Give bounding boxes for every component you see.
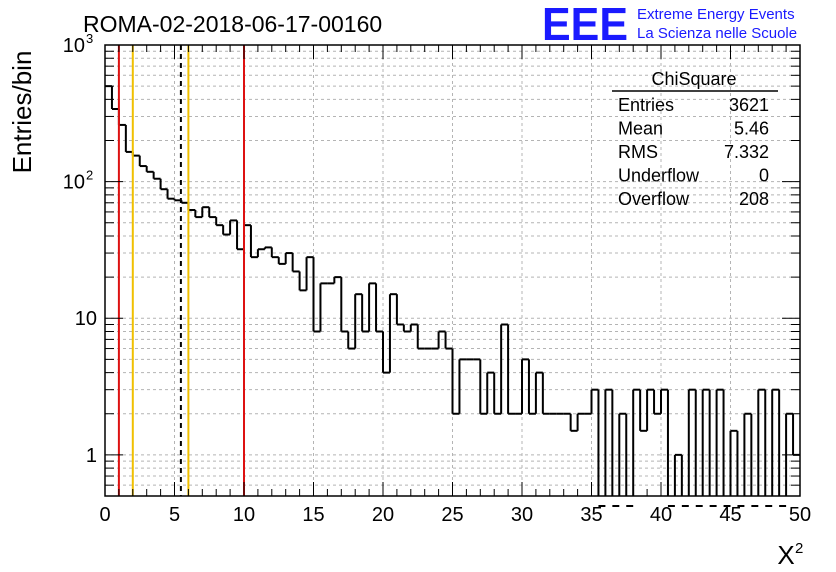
grid-lines	[105, 45, 800, 496]
stats-value: 3621	[729, 95, 769, 115]
x-tick-label: 15	[302, 504, 324, 526]
eee-logo: EEE Extreme Energy Events La Scienza nel…	[542, 0, 797, 50]
stats-label: Mean	[618, 119, 663, 139]
stats-label: Underflow	[618, 166, 700, 186]
x-tick-label: 45	[719, 504, 741, 526]
y-tick-label: 1	[86, 445, 97, 467]
stats-label: RMS	[618, 142, 658, 162]
y-tick-exponent: 3	[86, 31, 93, 46]
stats-value: 208	[739, 189, 769, 209]
x-axis-label: X 2	[777, 540, 803, 570]
x-axis-label-text: X	[777, 540, 794, 570]
x-tick-label: 5	[169, 504, 180, 526]
x-tick-label: 20	[372, 504, 394, 526]
y-tick-label: 10	[63, 172, 85, 194]
x-tick-label: 50	[789, 504, 811, 526]
x-tick-label: 30	[511, 504, 533, 526]
x-tick-label: 10	[233, 504, 255, 526]
marker-lines	[117, 45, 245, 496]
chart-title: ROMA-02-2018-06-17-00160	[83, 11, 382, 37]
y-axis-label: Entries/bin	[7, 51, 37, 174]
y-tick-label: 10	[75, 308, 97, 330]
logo-line-2: La Scienza nelle Scuole	[637, 25, 797, 42]
stats-label: Entries	[618, 95, 674, 115]
stats-rows: Entries 3621 Mean 5.46 RMS 7.332 Underflow 0 Ove…	[618, 95, 769, 209]
x-tick-label: 40	[650, 504, 672, 526]
stats-title: ChiSquare	[651, 69, 736, 89]
stats-box: ChiSquare Entries 3621 Mean 5.46 RMS 7.332 Und…	[612, 69, 778, 209]
logo-mark: EEE	[542, 0, 628, 50]
x-tick-label: 25	[441, 504, 463, 526]
x-tick-label: 35	[580, 504, 602, 526]
x-axis-label-exponent: 2	[795, 540, 803, 557]
stats-label: Overflow	[618, 189, 690, 209]
axis-ticks	[104, 44, 801, 497]
x-tick-label: 0	[99, 504, 110, 526]
histogram-bins	[105, 85, 800, 507]
stats-value: 7.332	[724, 142, 769, 162]
y-tick-label: 10	[63, 35, 85, 57]
x-tick-labels: 0 5 10 15 20 25 30 35 40 45 50	[99, 504, 811, 526]
y-tick-exponent: 2	[86, 168, 93, 183]
stats-value: 5.46	[734, 119, 769, 139]
stats-value: 0	[759, 166, 769, 186]
logo-line-1: Extreme Energy Events	[637, 6, 795, 23]
